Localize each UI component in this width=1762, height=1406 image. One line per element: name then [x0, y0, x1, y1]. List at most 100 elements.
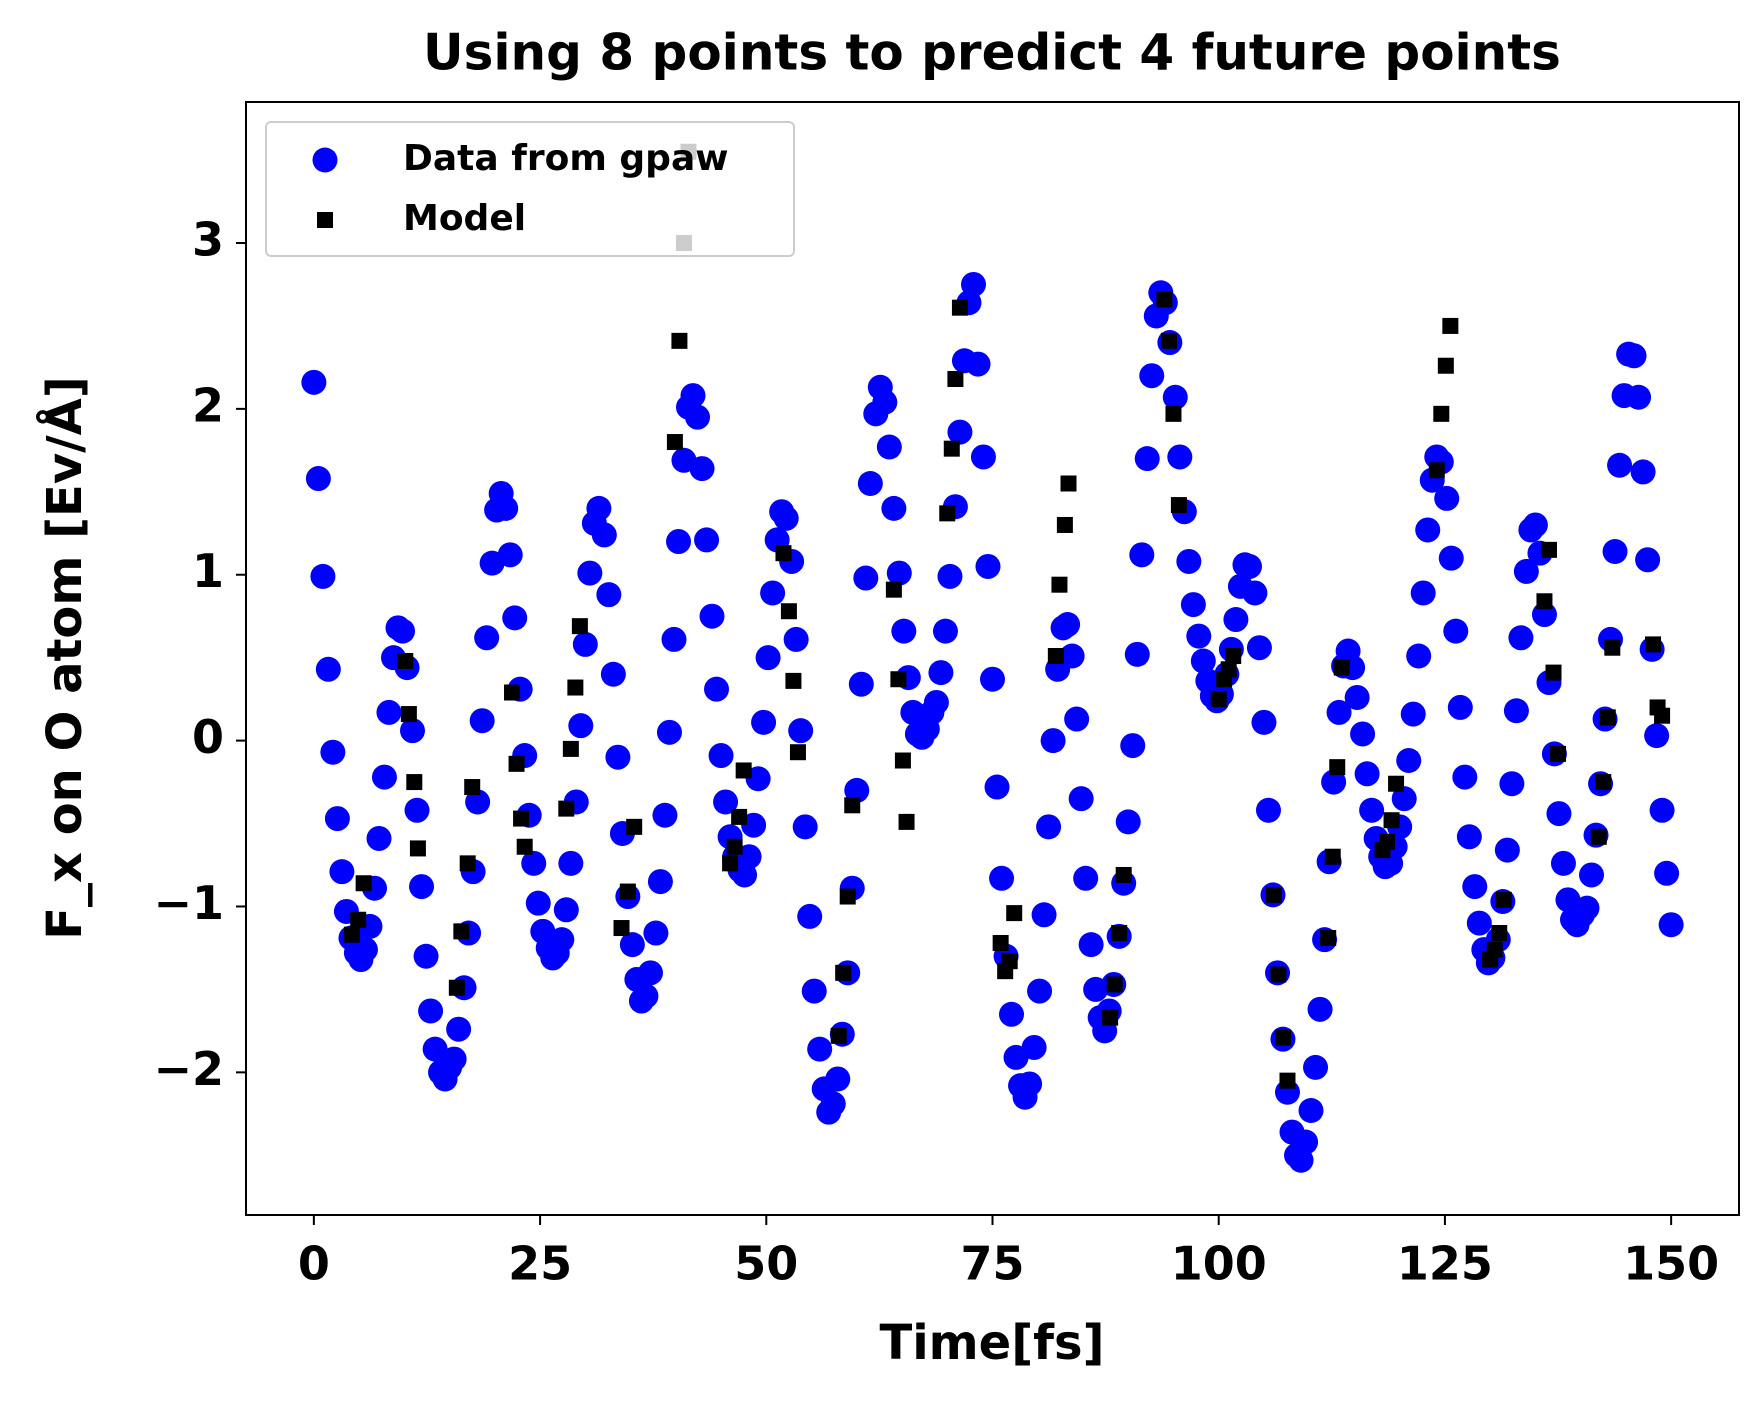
circle-marker	[666, 529, 692, 555]
square-marker	[943, 440, 960, 457]
circle-marker	[886, 560, 912, 586]
square-marker	[898, 813, 915, 830]
circle-marker	[1621, 343, 1647, 369]
circle-marker	[1115, 809, 1141, 835]
circle-marker	[1303, 1054, 1329, 1080]
circle-marker	[745, 766, 771, 792]
circle-marker	[928, 660, 954, 686]
circle-marker	[1124, 641, 1150, 667]
circle-marker	[586, 495, 612, 521]
circle-marker	[1406, 643, 1432, 669]
circle-marker	[1410, 580, 1436, 606]
square-marker	[1645, 636, 1662, 653]
circle-marker	[680, 383, 706, 409]
circle-marker	[1186, 623, 1212, 649]
circle-marker	[980, 666, 1005, 692]
x-tick-label: 150	[1623, 1237, 1719, 1291]
circle-marker	[1242, 580, 1268, 606]
circle-marker	[591, 522, 617, 548]
square-marker	[1320, 929, 1337, 946]
circle-marker	[1073, 865, 1099, 891]
circle-marker	[600, 661, 626, 687]
square-marker	[1599, 709, 1616, 726]
circle-marker	[320, 739, 346, 765]
circle-marker	[1579, 862, 1605, 888]
square-marker	[504, 684, 521, 701]
circle-marker	[755, 645, 781, 671]
circle-marker	[1017, 1071, 1043, 1097]
legend-label: Model	[403, 198, 526, 239]
square-marker	[558, 800, 575, 817]
circle-marker	[1344, 684, 1370, 710]
circle-marker	[872, 389, 898, 415]
circle-marker	[577, 560, 603, 586]
circle-marker	[923, 689, 949, 715]
circle-marker	[1466, 910, 1492, 936]
square-marker	[1156, 291, 1173, 308]
square-marker	[1274, 1029, 1291, 1046]
y-tick-label: −2	[153, 1042, 224, 1096]
circle-marker	[1513, 558, 1539, 584]
circle-marker	[465, 789, 491, 815]
circle-marker	[1522, 512, 1548, 538]
square-marker	[508, 755, 525, 772]
circle-marker	[310, 563, 336, 589]
square-marker	[1111, 925, 1128, 942]
circle-marker	[1180, 592, 1206, 618]
circle-marker	[1040, 728, 1066, 754]
square-marker	[1536, 593, 1553, 610]
square-marker	[448, 979, 465, 996]
square-marker	[951, 299, 968, 316]
circle-marker	[900, 699, 926, 725]
y-tick-label: 2	[192, 378, 224, 432]
circle-marker	[637, 960, 663, 986]
circle-marker	[1190, 648, 1216, 674]
x-tick-label: 75	[960, 1237, 1024, 1291]
square-marker	[775, 545, 792, 562]
square-marker	[343, 926, 360, 943]
square-marker	[1654, 707, 1671, 724]
x-tick-label: 0	[298, 1237, 330, 1291]
circle-marker	[404, 797, 430, 823]
square-marker	[666, 434, 683, 451]
circle-marker	[1167, 444, 1193, 470]
circle-marker	[619, 932, 645, 958]
circle-marker	[1176, 548, 1202, 574]
circle-marker	[1120, 733, 1146, 759]
circle-marker	[792, 814, 818, 840]
circle-marker	[1027, 978, 1053, 1004]
circle-marker	[1658, 912, 1684, 938]
circle-marker	[937, 563, 963, 589]
square-marker	[1165, 405, 1182, 422]
square-marker	[1051, 576, 1068, 593]
square-marker	[1388, 775, 1405, 792]
square-marker	[1437, 357, 1454, 374]
circle-marker	[493, 495, 519, 521]
circle-marker	[965, 351, 991, 377]
circle-marker	[1649, 797, 1675, 823]
square-marker	[1056, 516, 1073, 533]
square-marker	[350, 911, 367, 928]
square-marker	[397, 652, 414, 669]
circle-marker	[572, 631, 598, 657]
circle-marker	[553, 897, 579, 923]
circle-marker	[881, 495, 907, 521]
circle-marker	[1456, 824, 1482, 850]
circle-marker	[751, 709, 777, 735]
square-marker	[789, 744, 806, 761]
square-marker	[1333, 659, 1350, 676]
circle-marker	[1134, 446, 1160, 472]
square-marker	[626, 818, 643, 835]
circle-marker	[558, 850, 584, 876]
circle-marker	[1139, 363, 1165, 389]
circle-marker	[497, 542, 523, 568]
square-marker	[1324, 848, 1341, 865]
circle-marker	[975, 553, 1001, 579]
legend-label: Data from gpaw	[403, 138, 729, 179]
circle-marker	[399, 718, 425, 744]
circle-marker	[1508, 625, 1534, 651]
circle-marker	[305, 466, 331, 492]
square-marker	[459, 855, 476, 872]
square-marker	[1428, 462, 1445, 479]
circle-marker	[413, 943, 439, 969]
